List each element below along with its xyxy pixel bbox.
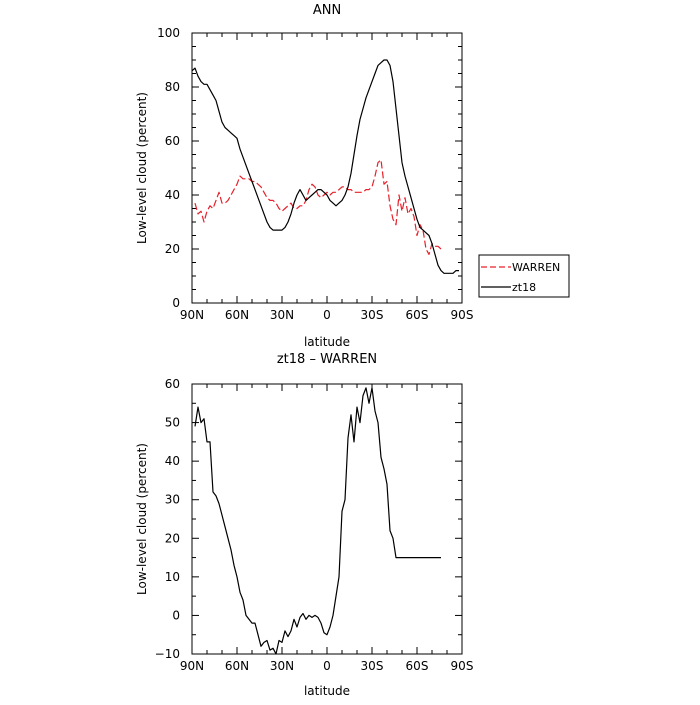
bottom-y-tick-label: 40 <box>165 454 180 468</box>
bottom-y-tick-label: 20 <box>165 531 180 545</box>
legend-box <box>478 254 570 298</box>
top-panel: ANN latitude Low-level cloud (percent) 9… <box>135 3 473 349</box>
bottom-plot-frame <box>191 383 463 655</box>
top-x-tick-label: 60S <box>406 308 429 322</box>
legend-label-zt18: zt18 <box>512 281 536 294</box>
bottom-x-tick-label: 30N <box>270 659 294 673</box>
top-y-axis-label: Low-level cloud (percent) <box>135 92 149 244</box>
legend-label-warren: WARREN <box>512 261 560 274</box>
top-x-tick-label: 30S <box>361 308 384 322</box>
bottom-x-tick-label: 0 <box>323 659 331 673</box>
top-x-axis-label: latitude <box>304 335 350 349</box>
bottom-y-tick-label: 50 <box>165 416 180 430</box>
top-series-line-warren <box>194 159 442 255</box>
bottom-chart-title: zt18 – WARREN <box>277 352 377 367</box>
legend: WARREN zt18 <box>478 254 570 298</box>
bottom-y-tick-label: 10 <box>165 570 180 584</box>
bottom-axis-ticks: 90N 60N 30N 0 30S 60S 90S −10 0 10 20 30 40 50 60 <box>155 377 474 673</box>
top-series-lines <box>191 59 459 274</box>
bottom-x-tick-label: 30S <box>361 659 384 673</box>
top-y-tick-label: 60 <box>165 134 180 148</box>
top-plot-frame <box>191 32 463 304</box>
top-series-line-zt18 <box>191 59 459 274</box>
bottom-panel: zt18 – WARREN latitude Low-level cloud (… <box>135 352 473 698</box>
bottom-x-tick-label: 60N <box>225 659 249 673</box>
top-x-tick-label: 60N <box>225 308 249 322</box>
top-axis-ticks: 90N 60N 30N 0 30S 60S 90S 0 20 40 60 80 100 <box>157 26 473 322</box>
top-chart-title: ANN <box>313 3 341 18</box>
bottom-y-tick-label: 60 <box>165 377 180 391</box>
bottom-y-tick-label: 0 <box>172 608 180 622</box>
bottom-x-tick-label: 60S <box>406 659 429 673</box>
bottom-series-line-0 <box>194 387 441 655</box>
top-x-tick-label: 90N <box>180 308 204 322</box>
bottom-y-axis-label: Low-level cloud (percent) <box>135 443 149 595</box>
top-x-tick-label: 0 <box>323 308 331 322</box>
top-x-tick-label: 30N <box>270 308 294 322</box>
top-y-tick-label: 0 <box>172 296 180 310</box>
bottom-x-tick-label: 90N <box>180 659 204 673</box>
top-y-tick-label: 80 <box>165 80 180 94</box>
top-y-tick-label: 40 <box>165 188 180 202</box>
bottom-series-lines <box>194 387 441 655</box>
bottom-x-axis-label: latitude <box>304 684 350 698</box>
top-x-tick-label: 90S <box>451 308 474 322</box>
top-y-tick-label: 100 <box>157 26 180 40</box>
bottom-y-tick-label: 30 <box>165 493 180 507</box>
bottom-y-tick-label: −10 <box>155 647 180 661</box>
top-y-tick-label: 20 <box>165 242 180 256</box>
bottom-x-tick-label: 90S <box>451 659 474 673</box>
